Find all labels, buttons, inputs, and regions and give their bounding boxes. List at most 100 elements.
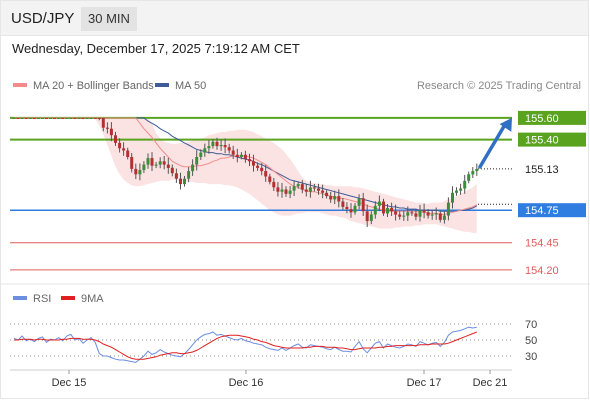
candle-body xyxy=(122,148,126,151)
candle-body xyxy=(85,118,89,119)
candle-body xyxy=(170,167,174,174)
candle-body xyxy=(369,214,373,221)
legend-ma20: MA 20 + Bollinger Bands xyxy=(13,80,154,92)
rsi-panel: 70 50 30 xyxy=(0,283,590,363)
candle-body xyxy=(162,161,166,165)
candle-body xyxy=(377,201,381,206)
candle-body xyxy=(386,208,389,214)
x-tick-label: Dec 16 xyxy=(229,377,264,389)
candle-body xyxy=(158,161,162,165)
candle-body xyxy=(77,118,81,119)
candle-body xyxy=(32,118,36,119)
legend-rsi: RSI xyxy=(13,293,51,305)
candle-body xyxy=(284,189,288,194)
candle-body xyxy=(195,157,199,165)
candle-body xyxy=(154,164,158,166)
candle-body xyxy=(203,148,207,153)
candle-body xyxy=(418,210,422,217)
level-label-155.60: 155.60 xyxy=(525,113,559,125)
rsi-series-9ma xyxy=(14,331,477,360)
legend-ma50: MA 50 xyxy=(155,80,206,92)
candle-body xyxy=(231,150,235,155)
level-label-154.75: 154.75 xyxy=(525,205,559,217)
candle-body xyxy=(61,118,65,119)
candle-body xyxy=(341,201,345,207)
candle-body xyxy=(414,213,418,217)
candle-body xyxy=(142,164,146,170)
level-label-box-155.40 xyxy=(518,132,586,147)
legend-rsi-ma-swatch xyxy=(61,296,75,301)
level-label-155.40: 155.40 xyxy=(525,135,559,147)
candle-body xyxy=(130,157,134,169)
candle-body xyxy=(166,164,170,168)
candle-body xyxy=(382,201,385,214)
candle-body xyxy=(109,128,113,136)
candle-body xyxy=(442,215,446,220)
candle-body xyxy=(36,118,40,119)
candle-body xyxy=(248,159,251,162)
candle-body xyxy=(227,147,231,151)
candle-body xyxy=(252,161,255,166)
level-label-155.13: 155.13 xyxy=(525,164,559,176)
legend-ma50-swatch xyxy=(155,83,169,88)
bollinger-bands xyxy=(14,118,477,233)
candle-body xyxy=(57,118,61,119)
rsi-series-rsi xyxy=(13,326,477,363)
projection-arrow xyxy=(478,117,512,169)
candle-body xyxy=(406,212,410,216)
chart-datetime: Wednesday, December 17, 2025 7:19:12 AM … xyxy=(12,41,300,56)
legend-rsi-ma-label: 9MA xyxy=(81,293,104,305)
candle-body xyxy=(471,171,475,175)
legend-rsi-label: RSI xyxy=(33,293,52,305)
rsi-tick-50: 50 xyxy=(525,335,537,347)
candle-body xyxy=(134,168,138,175)
candle-body xyxy=(16,118,20,119)
candle-body xyxy=(118,142,122,149)
arrow-shaft xyxy=(478,121,508,169)
interval-button[interactable]: 30 MIN xyxy=(81,7,137,31)
candle-body xyxy=(28,118,32,119)
candle-body xyxy=(394,211,398,215)
candle-body xyxy=(211,141,215,147)
candle-body xyxy=(446,202,450,216)
candle-body xyxy=(239,154,243,157)
x-tick-label: Dec 17 xyxy=(407,377,442,389)
candle-body xyxy=(288,190,292,194)
candle-body xyxy=(317,188,320,191)
candle-body xyxy=(325,192,329,197)
candle-body xyxy=(365,211,369,222)
candle-body xyxy=(69,118,73,119)
candle-body xyxy=(280,189,284,192)
candle-body xyxy=(243,154,247,160)
candles xyxy=(12,118,479,227)
candle-body xyxy=(126,150,130,157)
candle-body xyxy=(12,118,16,119)
legend-ma50-label: MA 50 xyxy=(175,80,207,92)
candle-body xyxy=(174,173,178,179)
candle-body xyxy=(93,118,97,119)
candle-body xyxy=(451,192,454,203)
candle-body xyxy=(223,145,227,148)
candle-body xyxy=(264,171,268,177)
candle-body xyxy=(146,158,150,165)
candle-body xyxy=(260,167,264,172)
candle-body xyxy=(430,214,434,216)
candle-body xyxy=(187,171,191,179)
candle-body xyxy=(398,214,402,217)
candle-body xyxy=(434,213,438,215)
candle-body xyxy=(81,118,85,119)
rsi-tick-30: 30 xyxy=(525,351,537,363)
legend-ma20-label: MA 20 + Bollinger Bands xyxy=(33,80,154,92)
candle-body xyxy=(272,181,276,188)
candle-body xyxy=(215,141,219,147)
candle-body xyxy=(183,178,186,185)
candle-body xyxy=(333,196,337,200)
level-label-154.20: 154.20 xyxy=(525,265,559,277)
candle-body xyxy=(150,158,154,166)
candle-body xyxy=(89,118,93,119)
rsi-tick-70: 70 xyxy=(525,319,537,331)
candle-body xyxy=(191,164,195,172)
candle-body xyxy=(345,206,349,210)
candle-body xyxy=(349,209,353,213)
